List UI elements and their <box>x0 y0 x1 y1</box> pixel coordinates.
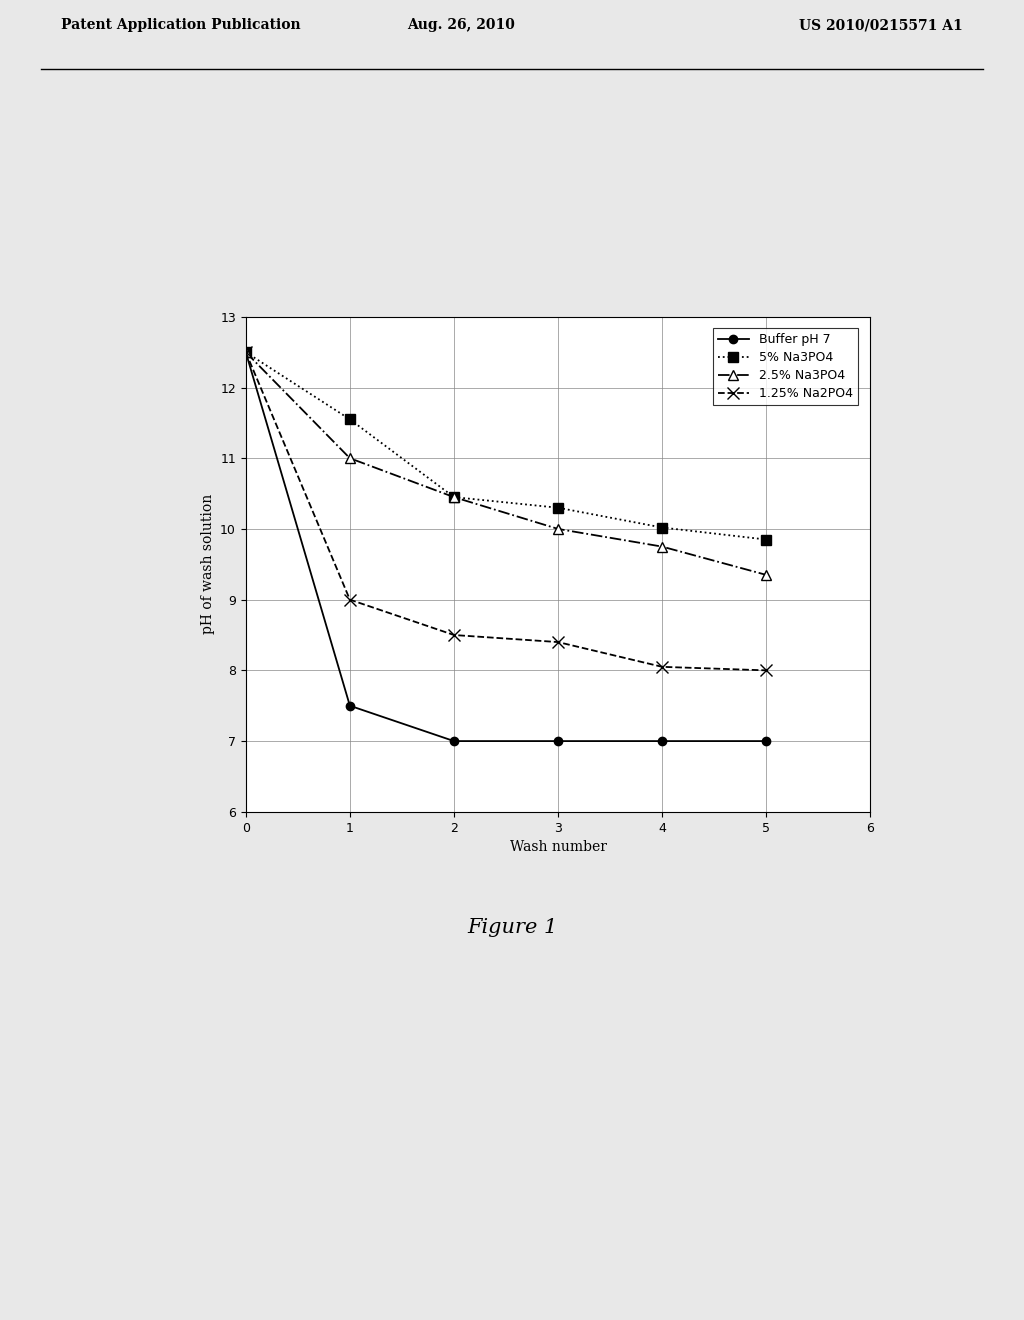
Text: Patent Application Publication: Patent Application Publication <box>61 18 301 33</box>
X-axis label: Wash number: Wash number <box>510 840 606 854</box>
Text: Aug. 26, 2010: Aug. 26, 2010 <box>407 18 515 33</box>
Y-axis label: pH of wash solution: pH of wash solution <box>201 494 215 635</box>
Text: US 2010/0215571 A1: US 2010/0215571 A1 <box>799 18 963 33</box>
Legend: Buffer pH 7, 5% Na3PO4, 2.5% Na3PO4, 1.25% Na2PO4: Buffer pH 7, 5% Na3PO4, 2.5% Na3PO4, 1.2… <box>713 327 858 405</box>
Text: Figure 1: Figure 1 <box>467 917 557 937</box>
